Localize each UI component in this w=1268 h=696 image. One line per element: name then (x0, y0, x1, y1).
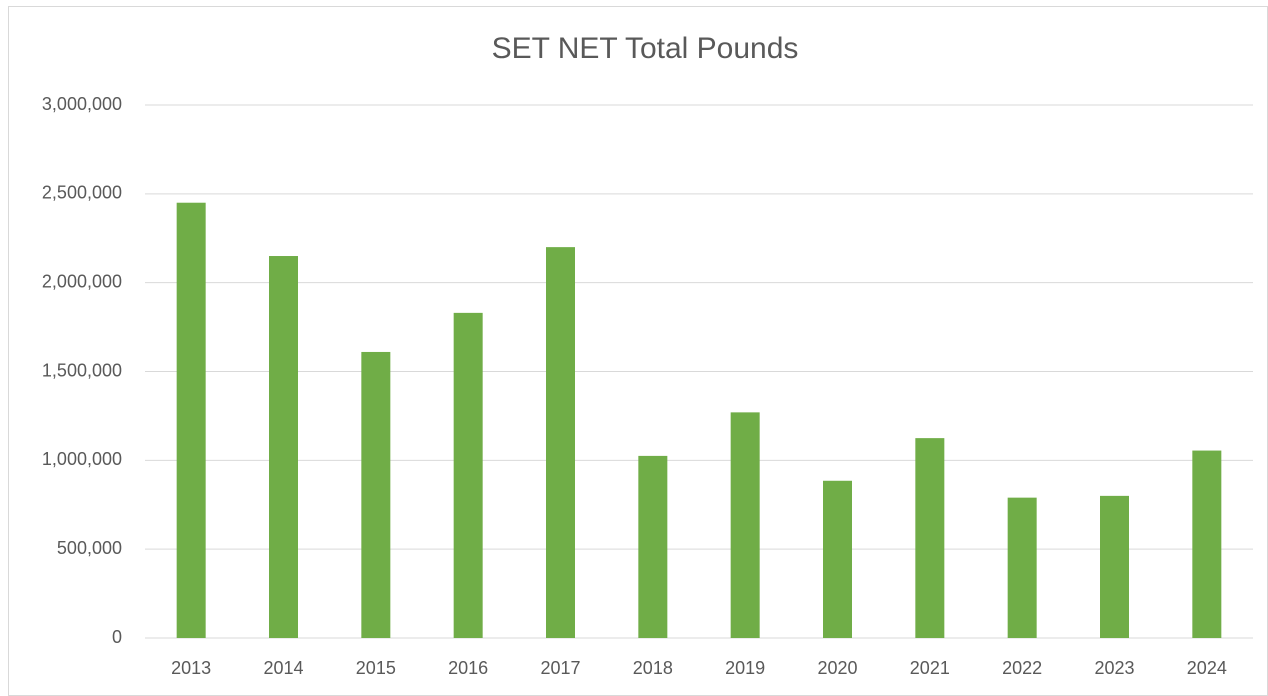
x-tick-label: 2018 (633, 658, 673, 678)
x-tick-label: 2013 (171, 658, 211, 678)
y-tick-label: 500,000 (57, 538, 122, 558)
x-tick-label: 2024 (1187, 658, 1227, 678)
bar (546, 247, 575, 638)
x-tick-label: 2014 (263, 658, 303, 678)
x-tick-label: 2023 (1094, 658, 1134, 678)
bar (1100, 495, 1129, 638)
x-tick-label: 2022 (1002, 658, 1042, 678)
x-tick-label: 2021 (910, 658, 950, 678)
chart-title: SET NET Total Pounds (492, 32, 799, 65)
bar (1007, 497, 1037, 638)
y-tick-label: 2,000,000 (42, 271, 122, 291)
x-tick-label: 2017 (540, 658, 580, 678)
y-tick-label: 3,000,000 (42, 94, 122, 114)
x-tick-label: 2015 (356, 658, 396, 678)
bar (269, 256, 298, 638)
bar (361, 351, 391, 638)
x-tick-label: 2019 (725, 658, 765, 678)
bar (176, 202, 206, 638)
x-tick-label: 2020 (817, 658, 857, 678)
bar (823, 480, 852, 638)
chart-border (8, 6, 1268, 696)
bar (915, 438, 945, 638)
y-tick-label: 1,500,000 (42, 360, 122, 380)
y-tick-label: 0 (112, 627, 122, 647)
y-tick-label: 2,500,000 (42, 183, 122, 203)
bar (638, 455, 668, 638)
y-tick-label: 1,000,000 (42, 449, 122, 469)
x-tick-label: 2016 (448, 658, 488, 678)
bar (730, 412, 760, 638)
bar (453, 312, 483, 638)
bar (1192, 450, 1222, 638)
